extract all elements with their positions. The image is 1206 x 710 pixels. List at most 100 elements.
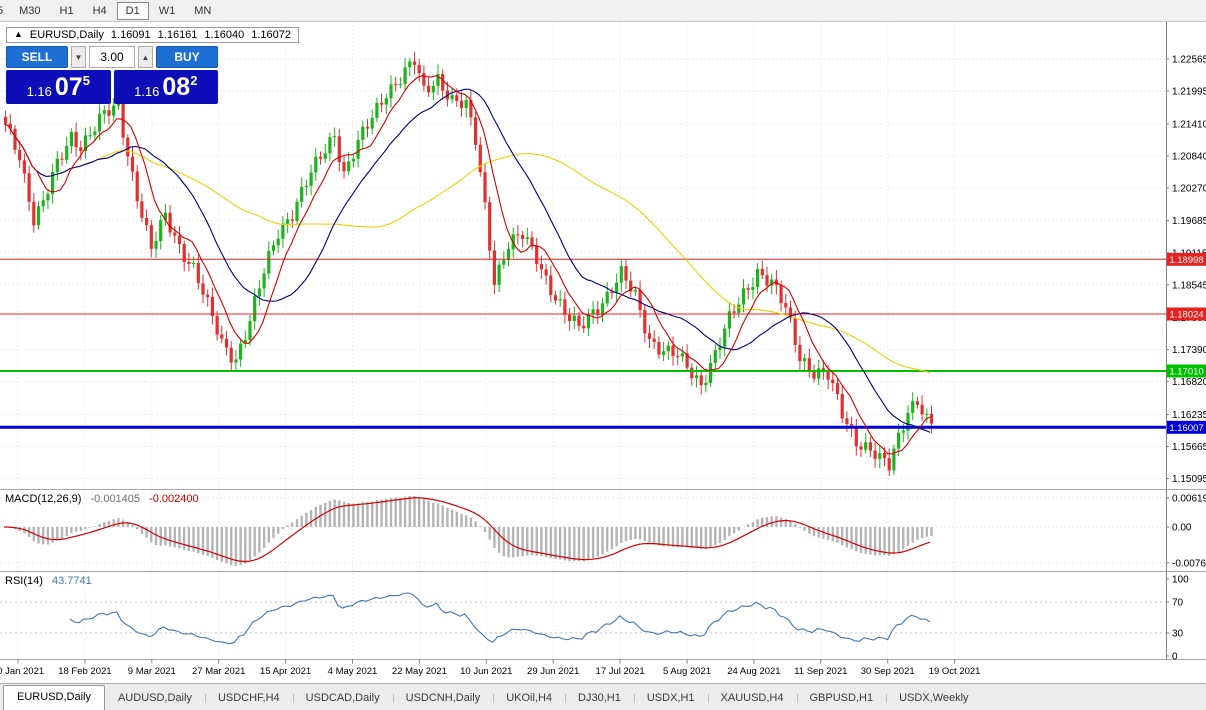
- candle-body: [553, 295, 558, 301]
- timeframe-button-mn[interactable]: MN: [194, 4, 212, 17]
- candle-body: [915, 401, 919, 405]
- ask-price-display[interactable]: 1.16 08 2: [113, 70, 218, 104]
- price-axis-label[interactable]: 1.18545: [1172, 280, 1206, 291]
- date-axis-label[interactable]: 9 Mar 2021: [128, 666, 176, 677]
- macd-axis-label[interactable]: -0.00762: [1172, 558, 1206, 569]
- price-level-tag-label: 1.18024: [1169, 310, 1203, 321]
- candle-body: [337, 136, 341, 163]
- candle-body: [577, 315, 581, 326]
- chart-tab-usdchf-h4[interactable]: USDCHF,H4: [204, 688, 293, 710]
- timeframe-button-d1[interactable]: D1: [116, 1, 149, 20]
- candle-body: [600, 303, 605, 315]
- date-axis-label[interactable]: 24 Aug 2021: [727, 666, 780, 677]
- chart-tab-ukoil-h4[interactable]: UKOil,H4: [493, 688, 565, 710]
- price-chart-canvas[interactable]: 1.22565 1.21995 1.21410 1.20840 1.20270 1.196…: [0, 22, 1206, 683]
- rsi-axis-label[interactable]: 70: [1172, 598, 1184, 609]
- candle-body: [756, 268, 760, 288]
- candle-body: [422, 73, 426, 86]
- volume-increase-button[interactable]: ▲: [138, 46, 153, 68]
- ohlc-info: ▲ EURUSD,Daily 1.16091 1.16161 1.16040 1…: [6, 27, 299, 43]
- buy-button[interactable]: BUY: [156, 46, 218, 68]
- chart-tab-usdx-h1[interactable]: USDX,H1: [633, 688, 708, 710]
- date-axis-label[interactable]: 29 Jun 2021: [527, 666, 579, 677]
- timeframe-button-m30[interactable]: M30: [19, 4, 41, 17]
- chart-tab-dj30-h1[interactable]: DJ30,H1: [565, 688, 634, 710]
- date-axis-label[interactable]: 27 Mar 2021: [192, 666, 245, 677]
- candle-body: [4, 116, 8, 124]
- price-axis-label[interactable]: 1.16235: [1172, 410, 1206, 421]
- chart-tab-eurusd-daily[interactable]: EURUSD,Daily: [3, 685, 105, 710]
- candle-body: [163, 212, 167, 220]
- date-axis-label[interactable]: 11 Sep 2021: [794, 666, 847, 677]
- candle-body: [892, 448, 896, 471]
- volume-decrease-button[interactable]: ▼: [71, 46, 86, 68]
- sell-button[interactable]: SELL: [6, 46, 68, 68]
- candle-body: [93, 131, 97, 136]
- timeframe-button-h4[interactable]: H4: [92, 4, 107, 17]
- chart-background[interactable]: [0, 22, 1206, 683]
- chart-tab-audusd-daily[interactable]: AUDUSD,Daily: [117, 692, 192, 704]
- date-axis-label[interactable]: 30 Jan 2021: [0, 666, 44, 677]
- date-axis-label[interactable]: 30 Sep 2021: [861, 666, 915, 677]
- candle-body: [262, 273, 266, 289]
- candle-body: [492, 250, 496, 285]
- macd-signal-line: [3, 497, 931, 563]
- chart-tab-usdcnh-daily[interactable]: USDCNH,Daily: [392, 688, 494, 710]
- timeframe-button-h1[interactable]: H1: [59, 4, 74, 17]
- ohlc-high: 1.16161: [157, 29, 198, 41]
- price-level-tag: [1167, 252, 1206, 266]
- price-axis-label[interactable]: 1.17390: [1172, 345, 1206, 356]
- macd-axis-label[interactable]: 0.00: [1172, 523, 1192, 534]
- candle-body: [177, 235, 182, 245]
- chart-tab-gbpusd-h1[interactable]: GBPUSD,H1: [796, 688, 887, 710]
- price-axis-label[interactable]: 1.20270: [1172, 183, 1206, 194]
- date-axis-label[interactable]: 19 Oct 2021: [929, 666, 981, 677]
- candle-body: [243, 339, 247, 344]
- price-axis-label[interactable]: 1.15095: [1172, 474, 1206, 485]
- chart-tab-usdcad-daily[interactable]: USDCAD,Daily: [292, 688, 393, 710]
- candle-body: [549, 275, 553, 296]
- price-axis-label[interactable]: 1.21995: [1172, 87, 1206, 98]
- date-axis-label[interactable]: 15 Apr 2021: [260, 666, 311, 677]
- volume-input[interactable]: [89, 46, 135, 68]
- date-axis-label[interactable]: 4 May 2021: [328, 666, 378, 677]
- date-axis-label[interactable]: 17 Jul 2021: [596, 666, 645, 677]
- candle-body: [506, 249, 511, 261]
- price-axis-label[interactable]: 1.16820: [1172, 377, 1206, 388]
- candle-body: [784, 303, 788, 308]
- candle-body: [220, 334, 224, 339]
- price-axis-label[interactable]: 1.20840: [1172, 151, 1206, 162]
- candle-body: [210, 297, 214, 316]
- candle-body: [483, 172, 487, 203]
- candle-body: [878, 453, 882, 459]
- candle-body: [873, 450, 877, 459]
- candle-body: [126, 137, 130, 157]
- price-axis-label[interactable]: 1.21410: [1172, 119, 1206, 130]
- candle-body: [271, 245, 276, 251]
- candle-body: [709, 363, 713, 383]
- date-axis-label[interactable]: 22 May 2021: [392, 666, 447, 677]
- date-axis-label[interactable]: 10 Jun 2021: [460, 666, 512, 677]
- macd-axis-label[interactable]: 0.00619: [1172, 493, 1206, 504]
- candle-body: [859, 446, 863, 450]
- candle-body: [384, 98, 388, 105]
- ohlc-symbol: EURUSD,Daily: [29, 29, 104, 41]
- price-axis-label[interactable]: 1.19685: [1172, 216, 1206, 227]
- timeframe-button-5[interactable]: 5: [0, 4, 4, 17]
- candle-body: [253, 296, 257, 322]
- date-axis-label[interactable]: 18 Feb 2021: [58, 666, 111, 677]
- price-axis-label[interactable]: 1.22565: [1172, 55, 1206, 66]
- candle-body: [920, 404, 924, 415]
- price-axis-label[interactable]: 1.15665: [1172, 442, 1206, 453]
- chart-tab-usdx-weekly[interactable]: USDX,Weekly: [886, 688, 981, 710]
- chart-tab-xauusd-h4[interactable]: XAUUSD,H4: [707, 688, 797, 710]
- timeframe-button-w1[interactable]: W1: [158, 4, 176, 17]
- candle-body: [281, 223, 285, 239]
- rsi-axis-label[interactable]: 100: [1172, 575, 1189, 586]
- rsi-axis-label[interactable]: 30: [1172, 628, 1184, 639]
- bid-price-display[interactable]: 1.16 07 5: [6, 70, 111, 104]
- date-axis-label[interactable]: 5 Aug 2021: [663, 666, 711, 677]
- candle-body: [149, 225, 153, 249]
- candle-body: [831, 379, 835, 384]
- rsi-axis-label[interactable]: 0: [1172, 652, 1178, 663]
